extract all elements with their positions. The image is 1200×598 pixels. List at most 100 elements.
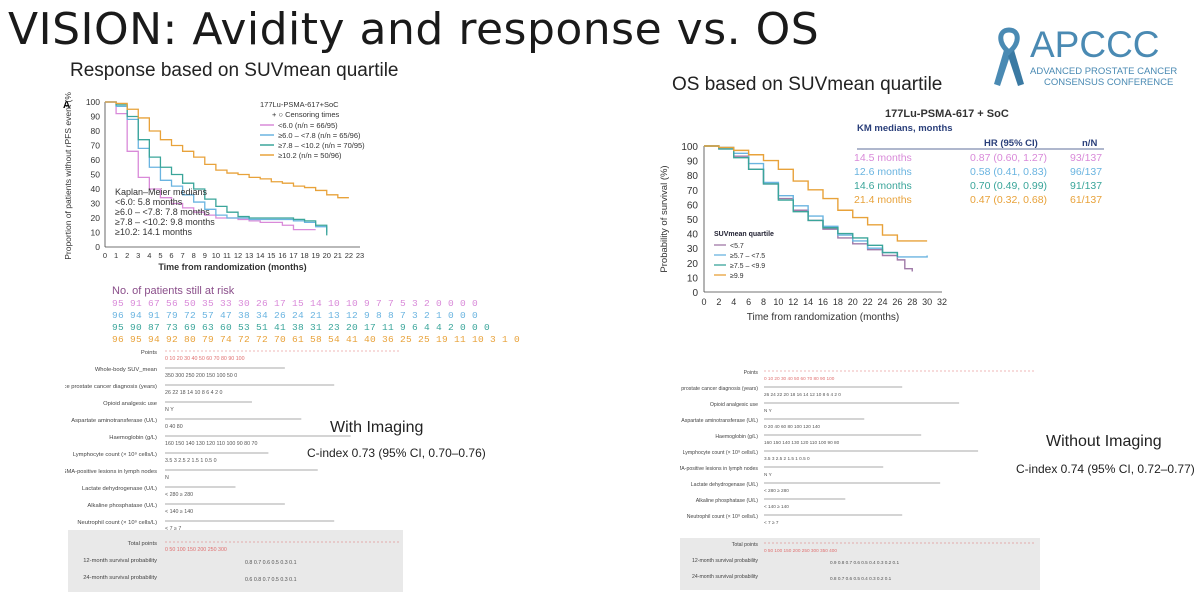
y-tick-label: 40: [91, 184, 101, 194]
table-median: 14.5 months: [854, 152, 912, 164]
x-tick-label: 12: [234, 251, 242, 260]
nomogram-label: Neutrophil count (× 10⁹ cells/L): [687, 514, 759, 520]
nomogram-total-label: 12-month survival probability: [83, 558, 157, 564]
os-km-chart: 177Lu-PSMA-617 + SoC01020304050607080901…: [659, 108, 1104, 323]
logo-name: APCCC: [1030, 24, 1160, 65]
x-tick-label: 4: [731, 297, 736, 307]
table-median: 12.6 months: [854, 166, 912, 178]
y-tick-label: 40: [687, 230, 699, 241]
nomogram-scale: 0 20 40 60 80 100 120 140: [764, 424, 820, 429]
km-median-q4: ≥10.2: 14.1 months: [115, 227, 192, 237]
table-median: 14.6 months: [854, 180, 912, 192]
nomogram-label: Points: [141, 350, 157, 356]
table-header-median: KM medians, months: [857, 123, 953, 134]
x-tick-label: 18: [833, 297, 843, 307]
left-subtitle: Response based on SUVmean quartile: [70, 60, 399, 81]
legend-entry: ≥10.2 (n/n = 50/96): [278, 151, 342, 160]
nomogram-label: Time since prostate cancer diagnosis (ye…: [680, 386, 758, 392]
without-imaging-label: Without Imaging: [1046, 433, 1162, 450]
nomogram-label: Lymphocyte count (× 10⁹ cells/L): [683, 450, 759, 456]
nomogram-scale: 350 300 250 200 150 100 50 0: [165, 373, 237, 379]
x-tick-label: 13: [245, 251, 253, 260]
nomogram-label: Lactate dehydrogenase (U/L): [691, 482, 758, 488]
nomogram-total-label: 12-month survival probability: [692, 558, 758, 564]
legend-entry: <5.7: [730, 243, 744, 250]
y-tick-label: 50: [91, 170, 101, 180]
legend-entry: ≥7.8 – <10.2 (n/n = 70/95): [278, 141, 365, 150]
y-tick-label: 100: [86, 97, 100, 107]
nomogram-scale: 0.8 0.7 0.6 0.5 0.3 0.1: [245, 560, 297, 566]
y-axis-label: Proportion of patients without rPFS even…: [63, 92, 73, 260]
x-tick-label: 21: [334, 251, 342, 260]
nomogram-label: Whole-body SUV_mean: [95, 367, 157, 373]
panel-letter: A: [63, 100, 70, 111]
table-header-hr: HR (95% CI): [984, 138, 1038, 149]
x-tick-label: 17: [289, 251, 297, 260]
nomogram-scale: 0.9 0.8 0.7 0.6 0.5 0.4 0.3 0.2 0.1: [830, 560, 899, 565]
nomogram-scale: 26 24 22 20 18 16 14 12 10 8 6 4 2 0: [764, 392, 841, 397]
x-tick-label: 20: [848, 297, 858, 307]
legend-entry: <6.0 (n/n = 66/95): [278, 121, 338, 130]
x-tick-label: 3: [136, 251, 140, 260]
nomogram-label: Aspartate aminotransferase (U/L): [681, 418, 758, 424]
series-line-2: [105, 101, 328, 233]
nomogram-scale: < 7 ≥ 7: [165, 526, 181, 532]
nomogram-scale: 0 10 20 30 40 50 60 70 80 90 100: [764, 376, 835, 381]
nomogram-label: Haemoglobin (g/L): [715, 434, 758, 440]
logo-line2: CONSENSUS CONFERENCE: [1044, 77, 1174, 88]
risk-row-q2: 96 94 91 79 72 57 47 38 34 26 24 21 13 1…: [112, 310, 479, 321]
km-medians-title: Kaplan–Meier medians: [115, 187, 208, 197]
table-n: 93/137: [1070, 152, 1102, 164]
x-tick-label: 22: [345, 251, 353, 260]
series-line-3: [704, 145, 899, 257]
x-tick-label: 24: [877, 297, 887, 307]
table-n: 61/137: [1070, 194, 1102, 206]
nomogram-scale: 0 40 80: [165, 424, 183, 430]
nomogram-label: Opioid analgesic use: [103, 401, 157, 407]
x-tick-label: 10: [773, 297, 783, 307]
table-hr: 0.58 (0.41, 0.83): [970, 166, 1047, 178]
nomogram-label: Alkaline phosphatase (U/L): [87, 503, 157, 509]
table-hr: 0.47 (0.32, 0.68): [970, 194, 1047, 206]
with-imaging-label: With Imaging: [330, 419, 424, 436]
table-hr: 0.70 (0.49, 0.99): [970, 180, 1047, 192]
x-tick-label: 6: [169, 251, 173, 260]
table-n: 96/137: [1070, 166, 1102, 178]
legend-entry: ≥6.0 – <7.8 (n/n = 65/96): [278, 131, 361, 140]
table-hr: 0.87 (0.60, 1.27): [970, 152, 1047, 164]
nomogram-label: Aspartate aminotransferase (U/L): [71, 418, 157, 424]
x-tick-label: 20: [323, 251, 331, 260]
nomogram-label: Alkaline phosphatase (U/L): [696, 498, 759, 504]
x-axis-label: Time from randomization (months): [158, 262, 306, 272]
nomogram-scale: 26 22 18 14 10 8 6 4 2 0: [165, 390, 222, 396]
x-tick-label: 8: [192, 251, 196, 260]
nomogram-label: Presence of PSMA-positive lesions in lym…: [65, 469, 157, 475]
legend-title: 177Lu-PSMA-617+SoC: [260, 100, 339, 109]
nomogram-scale: N: [165, 475, 169, 481]
nomogram-scale: 0 50 100 150 200 250 300: [165, 547, 227, 553]
y-tick-label: 50: [687, 215, 699, 226]
x-tick-label: 30: [922, 297, 932, 307]
nomogram-label: Presence of PSMA-positive lesions in lym…: [680, 466, 758, 472]
x-tick-label: 0: [103, 251, 107, 260]
right-subtitle: OS based on SUVmean quartile: [672, 74, 943, 95]
left-nomogram: Points 0 10 20 30 40 50 60 70 80 90 100 Wh…: [65, 350, 400, 583]
risk-row-q4: 96 95 94 92 80 79 74 72 72 70 61 58 54 4…: [112, 334, 521, 345]
x-tick-label: 1: [114, 251, 118, 260]
nomogram-scale: N Y: [764, 472, 773, 477]
x-tick-label: 2: [716, 297, 721, 307]
x-tick-label: 10: [212, 251, 220, 260]
x-tick-label: 19: [311, 251, 319, 260]
x-tick-label: 23: [356, 251, 364, 260]
nomogram-scale: < 140 ≥ 140: [165, 509, 193, 515]
risk-row-q1: 95 91 67 56 50 35 33 30 26 17 15 14 10 1…: [112, 298, 479, 309]
legend-entry: ≥7.5 – <9.9: [730, 263, 765, 270]
y-tick-label: 90: [91, 112, 101, 122]
nomogram-scale: < 7 ≥ 7: [764, 520, 779, 525]
km-median-q1: <6.0: 5.8 months: [115, 197, 183, 207]
risk-table-title: No. of patients still at risk: [112, 285, 235, 297]
risk-row-q3: 95 90 87 73 69 63 60 53 51 41 38 31 23 2…: [112, 322, 491, 333]
x-tick-label: 9: [203, 251, 207, 260]
nomogram-scale: 3.5 3 2.5 2 1.5 1 0.5 0: [165, 458, 217, 464]
